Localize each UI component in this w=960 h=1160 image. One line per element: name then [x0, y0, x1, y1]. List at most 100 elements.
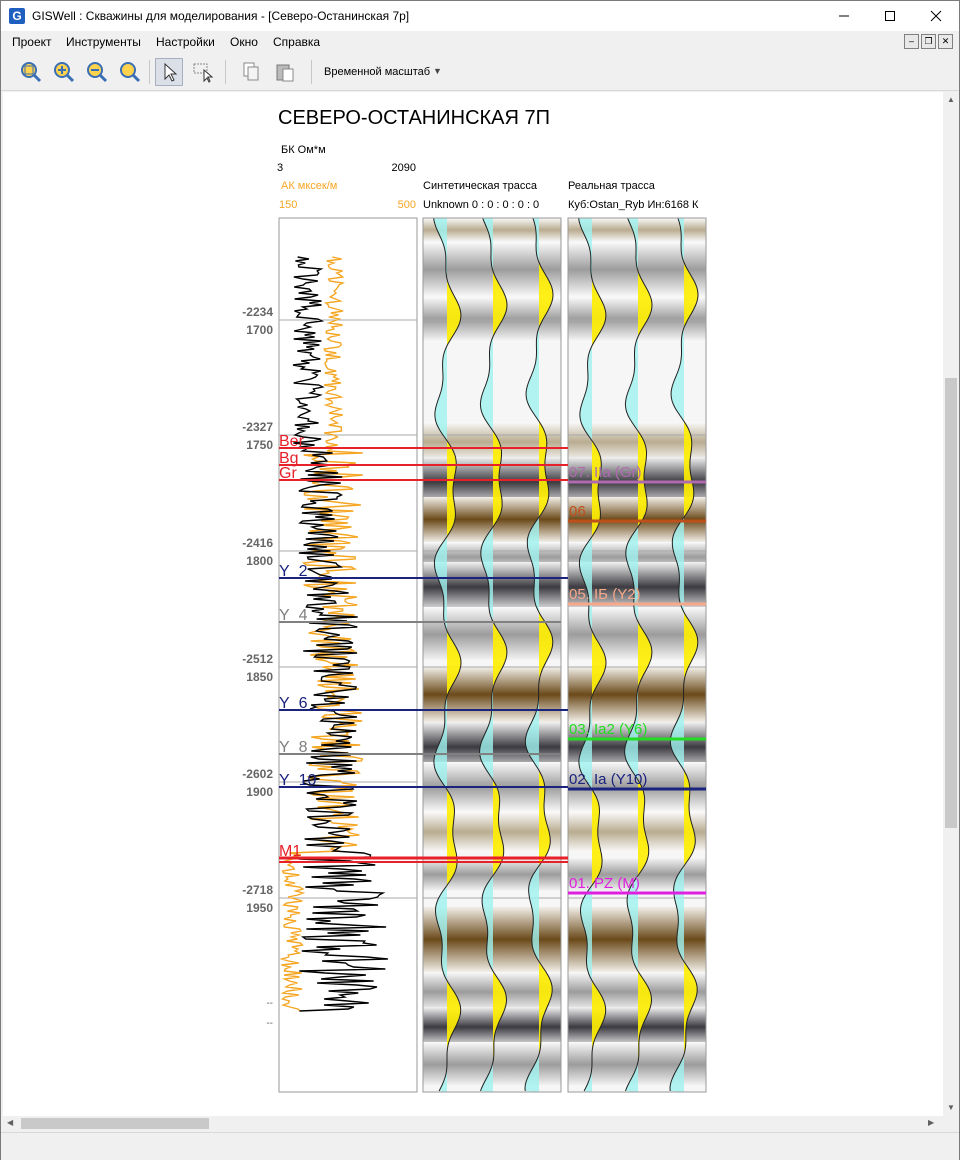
synthetic-wiggle-positive-fill — [539, 218, 553, 1092]
seismic-horizons: 07. IIa (Gr) 06 05. IБ (Y2) 03. Ia2 (Y6) 02.… — [568, 464, 706, 895]
synthetic-wiggle-trace — [524, 217, 554, 1092]
depth-md-label: 1950 — [246, 901, 273, 915]
real-wiggle-positive-fill — [638, 218, 652, 1092]
close-button[interactable] — [913, 1, 959, 31]
synthetic-trace-title: Синтетическая трасса — [423, 180, 538, 192]
synthetic-wiggle-positive-fill — [493, 218, 507, 1092]
curve1-min: 3 — [277, 162, 283, 174]
horizon-label: 07. IIa (Gr) — [569, 464, 642, 481]
depth-md-label: 1750 — [246, 438, 273, 452]
well-marker-label: Ber — [279, 433, 305, 450]
scroll-up-icon[interactable]: ▲ — [947, 95, 955, 104]
panel-title: СЕВЕРО-ОСТАНИНСКАЯ 7П — [278, 107, 550, 129]
scroll-left-icon[interactable]: ◀ — [7, 1118, 14, 1127]
well-marker-label: Y_10 — [279, 772, 316, 789]
real-wiggle-negative-fill — [578, 218, 592, 1092]
zoom-fit-button[interactable] — [17, 58, 45, 86]
copy-button[interactable] — [237, 58, 265, 86]
mdi-close-button[interactable]: ✕ — [938, 34, 953, 49]
horizon-label: 02. Ia (Y10) — [569, 771, 647, 788]
menu-window[interactable]: Окно — [230, 35, 258, 49]
minimize-icon — [839, 15, 849, 17]
vertical-scroll-thumb[interactable] — [945, 378, 957, 828]
zoom-fit-icon — [21, 62, 42, 83]
zoom-out-button[interactable] — [83, 58, 111, 86]
well-panel-canvas[interactable]: СЕВЕРО-ОСТАНИНСКАЯ 7П БК Ом*м 3 2090 АК … — [3, 92, 943, 1116]
curve2-min: 150 — [279, 199, 297, 211]
synthetic-trace-params: Unknown 0 : 0 : 0 : 0 : 0 — [423, 199, 539, 211]
maximize-button[interactable] — [867, 1, 913, 31]
depth-md-label: 1900 — [246, 785, 273, 799]
well-marker-label: Y_2 — [279, 563, 308, 580]
synthetic-wiggle-negative-fill — [479, 218, 493, 1092]
depth-md-label: 1850 — [246, 670, 273, 684]
depth-abs-label: -2327 — [242, 420, 273, 434]
horizontal-scroll-thumb[interactable] — [21, 1118, 209, 1129]
minimize-button[interactable] — [821, 1, 867, 31]
real-wiggle-trace — [624, 217, 653, 1092]
synthetic-wiggle-trace — [433, 217, 462, 1092]
synthetic-wiggle-negative-fill — [433, 218, 447, 1092]
depth-bottom-label: -- — [266, 998, 273, 1009]
horizon-label: 03. Ia2 (Y6) — [569, 721, 647, 738]
zoom-in-icon — [54, 62, 75, 83]
depth-abs-label: -2234 — [242, 305, 273, 319]
real-wiggle-negative-fill — [670, 218, 684, 1092]
real-wiggle-positive-fill — [684, 218, 698, 1092]
scroll-right-icon[interactable]: ▶ — [928, 1118, 935, 1127]
real-border — [567, 217, 707, 1093]
paste-button[interactable] — [271, 58, 299, 86]
window-title: GISWell : Скважины для моделирования - [… — [32, 9, 410, 23]
depth-md-label: 1800 — [246, 554, 273, 568]
ak-curve — [279, 256, 364, 1012]
synthetic-border — [422, 217, 562, 1093]
synthetic-seismic-band — [423, 1007, 561, 1047]
paste-icon — [276, 64, 294, 82]
mdi-restore-button[interactable]: ❐ — [921, 34, 936, 49]
zoom-reset-button[interactable] — [116, 58, 144, 86]
well-marker-label: M1 — [279, 843, 301, 860]
menu-help[interactable]: Справка — [273, 35, 321, 49]
well-marker-label: Bg — [279, 450, 299, 467]
real-wiggle-positive-fill — [592, 218, 606, 1092]
pointer-tool-button[interactable] — [155, 58, 183, 86]
mdi-controls: – ❐ ✕ — [904, 34, 953, 49]
horizon-label: 05. IБ (Y2) — [569, 586, 641, 603]
depth-abs-label: -2416 — [242, 536, 273, 550]
depth-abs-label: -2512 — [242, 652, 273, 666]
select-region-button[interactable] — [189, 58, 217, 86]
log-track — [278, 217, 418, 1093]
real-wiggle-negative-fill — [624, 218, 638, 1092]
toolbar-separator — [149, 60, 150, 84]
mdi-minimize-button[interactable]: – — [904, 34, 919, 49]
depth-abs-label: -2602 — [242, 767, 273, 781]
close-icon — [930, 10, 942, 22]
zoom-in-button[interactable] — [50, 58, 78, 86]
chevron-down-icon[interactable]: ▼ — [433, 66, 442, 76]
bk-curve — [292, 256, 388, 1012]
curve1-max: 2090 — [392, 162, 416, 174]
well-marker-label: Y_6 — [279, 695, 308, 712]
well-marker-label: Y_4 — [279, 607, 308, 624]
synthetic-wiggle-trace — [479, 217, 508, 1092]
vertical-scrollbar[interactable]: ▲ ▼ — [943, 92, 959, 1116]
real-seismic-band — [568, 1007, 706, 1047]
real-wiggle-trace — [578, 217, 607, 1092]
toolbar-separator — [311, 60, 312, 84]
horizontal-scrollbar[interactable]: ◀ ▶ — [3, 1116, 943, 1131]
time-scale-dropdown[interactable]: Временной масштаб — [324, 66, 431, 78]
title-bar: G GISWell : Скважины для моделирования -… — [1, 1, 959, 31]
menu-settings[interactable]: Настройки — [156, 35, 215, 49]
real-seismic-band — [568, 812, 706, 852]
synthetic-seismic-band — [423, 812, 561, 852]
real-trace-track — [567, 217, 707, 1093]
real-wiggle-trace — [669, 217, 699, 1092]
toolbar-separator — [225, 60, 226, 84]
well-correlation-panel: СЕВЕРО-ОСТАНИНСКАЯ 7П БК Ом*м 3 2090 АК … — [242, 107, 707, 1093]
scroll-down-icon[interactable]: ▼ — [947, 1103, 955, 1112]
menu-project[interactable]: Проект — [12, 35, 52, 49]
curve2-max: 500 — [398, 199, 416, 211]
menu-tools[interactable]: Инструменты — [66, 35, 141, 49]
curve1-name: БК Ом*м — [281, 144, 326, 156]
